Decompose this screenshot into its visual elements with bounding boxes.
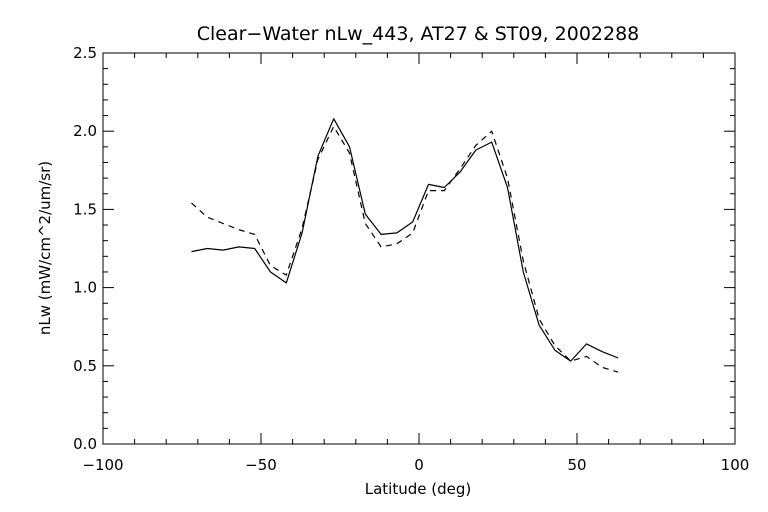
x-tick-label: 50 [567,456,586,474]
y-tick-label: 1.5 [73,200,97,218]
x-tick-label: 100 [721,456,750,474]
x-axis-tick-labels: −100 −50 0 50 100 [82,456,749,474]
y-tick-label: 2.0 [73,122,97,140]
series-group [191,118,619,373]
series-line-dashed [191,125,619,373]
y-tick-label: 0.5 [73,357,97,375]
y-axis-tick-labels: 0.0 0.5 1.0 1.5 2.0 2.5 [73,44,97,453]
y-tick-label: 1.0 [73,279,97,297]
y-tick-label: 0.0 [73,435,97,453]
y-tick-label: 2.5 [73,44,97,62]
x-axis-ticks [102,53,736,444]
x-tick-label: −50 [245,456,277,474]
y-axis-ticks [103,52,735,445]
x-axis-label: Latitude (deg) [365,480,471,498]
chart-title: Clear−Water nLw_443, AT27 & ST09, 200228… [197,23,640,45]
series-line-solid [191,118,619,362]
plot-frame [102,52,736,445]
y-axis-label: nLw (mW/cm^2/um/sr) [36,161,54,335]
x-tick-label: −100 [82,456,123,474]
x-tick-label: 0 [414,456,424,474]
